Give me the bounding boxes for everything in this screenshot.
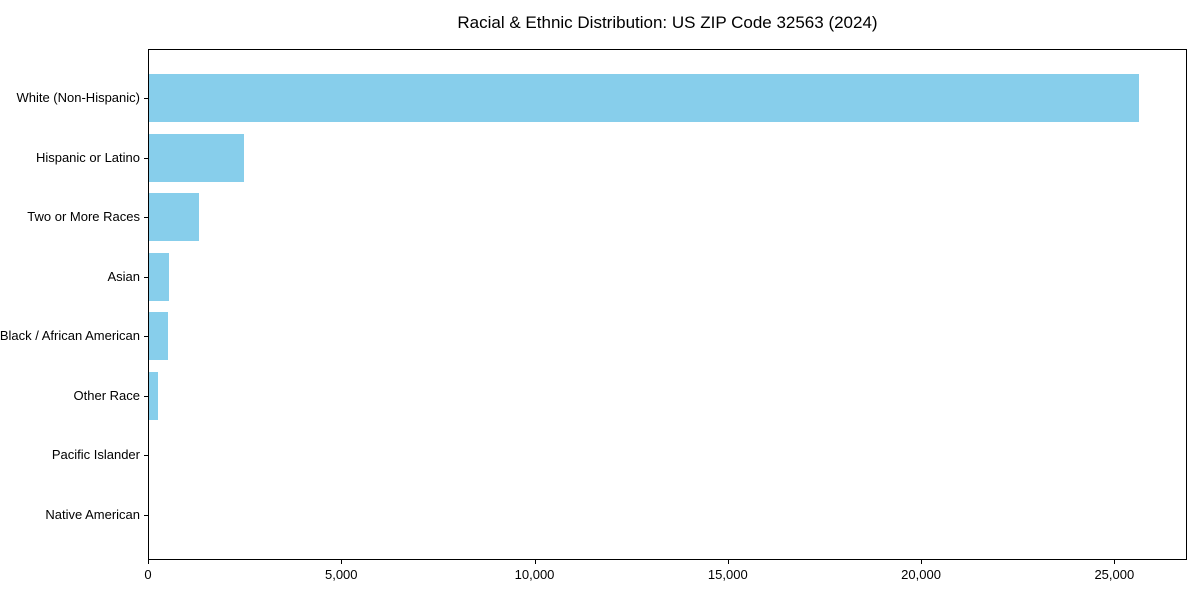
y-tick-mark — [144, 217, 148, 219]
x-tick-label: 15,000 — [707, 567, 748, 582]
y-tick-mark — [144, 336, 148, 338]
x-tick-mark — [148, 560, 149, 564]
x-tick-label: 25,000 — [1094, 567, 1135, 582]
x-tick-mark — [921, 560, 923, 564]
y-tick-label: Pacific Islander — [51, 447, 140, 463]
bar-asian — [149, 252, 170, 301]
y-tick-label: Other Race — [73, 387, 140, 403]
y-tick-label: White (Non-Hispanic) — [16, 90, 140, 105]
y-tick-mark — [144, 157, 148, 159]
y-tick-mark — [144, 276, 148, 278]
y-tick-label: Hispanic or Latino — [35, 149, 140, 165]
x-tick-mark — [534, 560, 536, 564]
plot-area — [148, 49, 1187, 560]
x-tick-mark — [1114, 560, 1116, 564]
bar-other-race — [149, 371, 158, 420]
bar-white-non-hispanic — [149, 74, 1139, 122]
x-tick-label: 20,000 — [901, 567, 941, 582]
y-tick-mark — [144, 455, 148, 457]
y-tick-mark — [144, 395, 148, 397]
y-tick-mark — [144, 98, 148, 99]
chart-title: Racial & Ethnic Distribution: US ZIP Cod… — [457, 13, 878, 32]
x-tick-mark — [341, 560, 343, 564]
y-tick-label: Asian — [107, 268, 140, 284]
bar-two-or-more-races — [149, 193, 199, 242]
y-tick-label: Native American — [45, 506, 140, 522]
x-tick-mark — [727, 560, 729, 564]
x-tick-label: 0 — [144, 567, 152, 582]
y-tick-label: Black / African American — [0, 328, 140, 344]
y-tick-mark — [144, 514, 148, 516]
x-tick-label: 5,000 — [324, 567, 358, 582]
y-tick-label: Two or More Races — [27, 209, 140, 225]
bar-black-african-american — [149, 312, 168, 361]
bar-hispanic-or-latino — [149, 133, 244, 182]
x-tick-label: 10,000 — [514, 567, 555, 582]
